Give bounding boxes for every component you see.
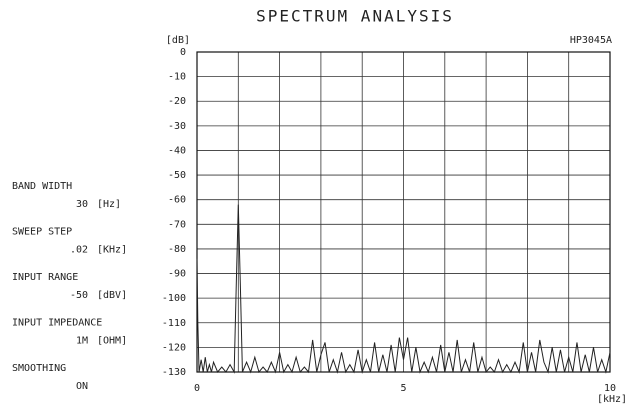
y-tick-label: -20	[168, 96, 186, 107]
setting-unit: [KHz]	[97, 245, 127, 256]
setting-label: SWEEP STEP	[12, 227, 72, 238]
y-tick-label: -60	[168, 195, 186, 206]
y-axis-label: [dB]	[166, 35, 190, 46]
y-tick-label: -30	[168, 121, 186, 132]
setting-unit: [Hz]	[97, 199, 121, 210]
y-tick-label: -120	[162, 342, 186, 353]
chart-title: SPECTRUM ANALYSIS	[256, 7, 454, 26]
setting-label: SMOOTHING	[12, 363, 66, 374]
setting-value: 1M	[76, 336, 88, 347]
setting-value: -50	[70, 290, 88, 301]
y-tick-label: -10	[168, 72, 186, 83]
setting-label: INPUT RANGE	[12, 272, 78, 283]
y-tick-label: 0	[180, 47, 186, 58]
model-label: HP3045A	[570, 35, 612, 46]
y-tick-label: -40	[168, 145, 186, 156]
x-axis-label: [kHz]	[597, 394, 627, 405]
y-tick-label: -70	[168, 219, 186, 230]
y-tick-label: -80	[168, 244, 186, 255]
setting-value: 30	[76, 199, 88, 210]
y-tick-label: -90	[168, 269, 186, 280]
setting-unit: [OHM]	[97, 336, 127, 347]
spectrum-line	[196, 204, 611, 374]
y-tick-label: -130	[162, 367, 186, 378]
setting-value: ON	[76, 381, 88, 392]
setting-unit: [dBV]	[97, 290, 127, 301]
setting-label: BAND WIDTH	[12, 181, 72, 192]
setting-label: INPUT IMPEDANCE	[12, 318, 102, 329]
y-tick-label: -50	[168, 170, 186, 181]
y-tick-label: -100	[162, 293, 186, 304]
y-tick-label: -110	[162, 318, 186, 329]
x-tick-label: 0	[194, 383, 200, 394]
plot-frame	[196, 51, 611, 373]
x-tick-label: 5	[400, 383, 406, 394]
x-tick-label: 10	[604, 383, 616, 394]
setting-value: .02	[70, 245, 88, 256]
